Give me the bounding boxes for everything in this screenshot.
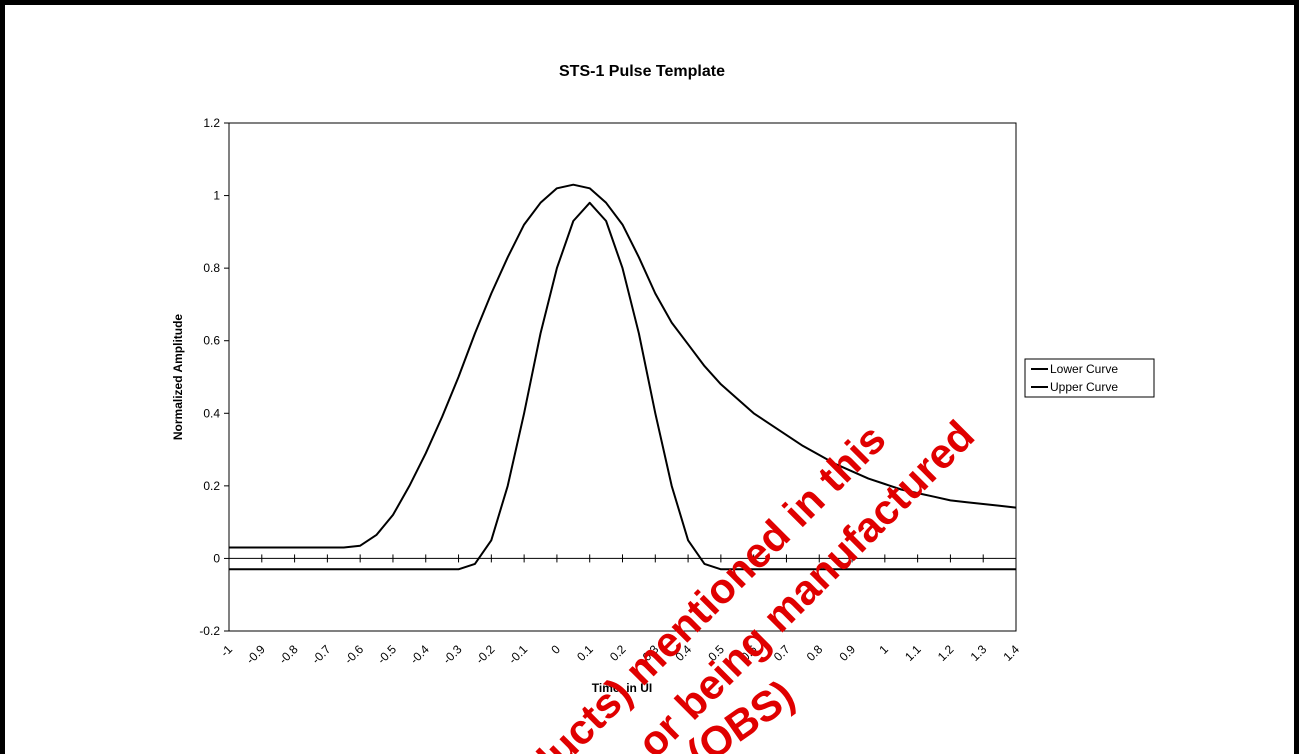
series-lines	[229, 183, 1017, 571]
x-tick-label: -0.6	[342, 642, 367, 667]
x-tick-label: -0.4	[407, 642, 432, 667]
x-tick-label: -0.5	[375, 642, 400, 667]
y-tick-label: 0.8	[203, 261, 220, 275]
x-tick-label: 0.9	[836, 642, 858, 664]
legend-box	[1024, 358, 1155, 398]
y-tick-label: -0.2	[199, 624, 220, 638]
x-tick-label: 0.1	[574, 642, 596, 664]
legend-label-lower: Lower Curve	[1050, 362, 1118, 376]
x-tick-label: -0.7	[309, 642, 334, 667]
series-line-upper-curve	[229, 183, 1017, 549]
x-tick-label: 1.2	[935, 642, 957, 664]
x-tick-label: 1.3	[968, 642, 990, 664]
y-tick-label: 0.4	[203, 406, 220, 420]
y-tick-label: 0.6	[203, 334, 220, 348]
chart-title: STS-1 Pulse Template	[559, 63, 725, 80]
y-tick-label: 1.2	[203, 116, 220, 130]
x-tick-label: 0	[548, 642, 563, 657]
x-axis-title: Time, in UI	[592, 681, 652, 695]
x-tick-label: -0.2	[473, 642, 498, 667]
y-axis-title: Normalized Amplitude	[171, 314, 185, 441]
x-tick-label: -0.1	[506, 642, 531, 667]
x-tick-label: 1.1	[902, 642, 924, 664]
series-line-lower-curve	[229, 201, 1016, 571]
legend-label-upper: Upper Curve	[1050, 380, 1118, 394]
x-tick-label: -0.3	[440, 642, 465, 667]
y-axis: -0.2 0 0.2 0.4 0.6 0.8 1 1.2	[199, 116, 229, 638]
y-tick-label: 0.2	[203, 479, 220, 493]
y-tick-label: 0	[213, 551, 220, 565]
x-tick-label: -0.9	[243, 642, 268, 667]
legend: Lower Curve Upper Curve	[1024, 358, 1155, 398]
x-tick-label: -0.8	[276, 642, 301, 667]
x-tick-label: 0.8	[804, 642, 826, 664]
x-tick-label: 1	[876, 642, 891, 657]
x-tick-label: -1	[218, 642, 236, 660]
x-tick-label: 1.4	[1000, 642, 1022, 664]
y-tick-label: 1	[213, 189, 220, 203]
